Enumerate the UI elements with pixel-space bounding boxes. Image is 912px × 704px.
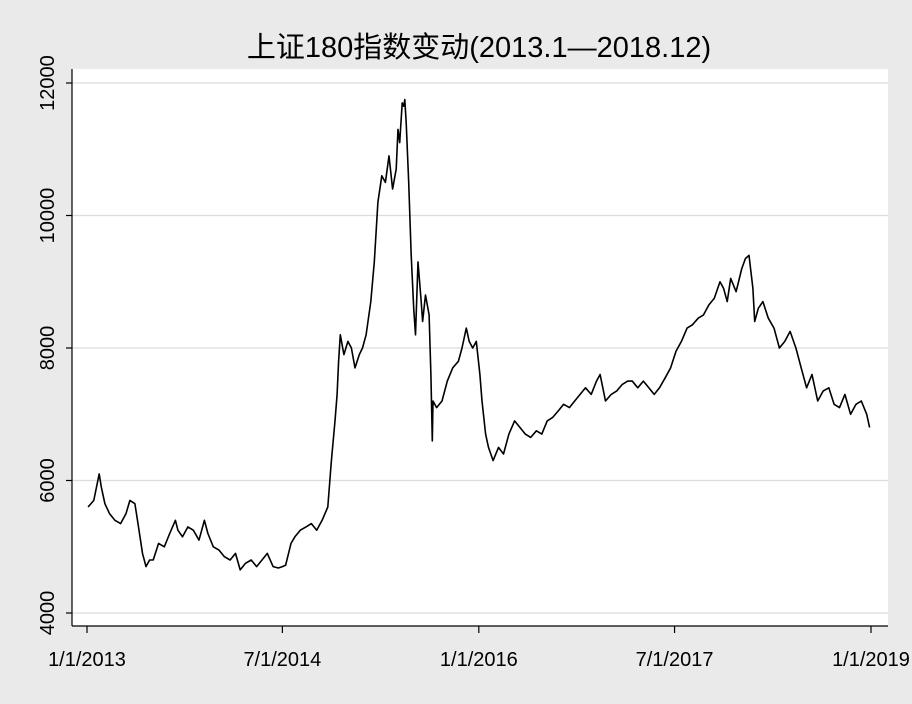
y-tick-label: 8000: [37, 326, 59, 371]
chart-title: 上证180指数变动(2013.1—2018.12): [247, 31, 711, 64]
x-tick-label: 1/1/2019: [832, 649, 910, 671]
series-line-0: [87, 98, 871, 571]
y-tick-label: 12000: [37, 55, 59, 111]
grid-lines: [72, 82, 888, 614]
series-layer: [87, 98, 871, 571]
y-tick-label: 6000: [37, 458, 59, 503]
x-axis-ticks: 1/1/2013 7/1/2014 1/1/2016 7/1/2017 1/1/2019: [48, 626, 910, 671]
x-tick-label: 7/1/2014: [243, 649, 321, 671]
x-tick-label: 7/1/2017: [636, 649, 714, 671]
x-tick-label: 1/1/2013: [48, 649, 126, 671]
y-axis-ticks: 4000 6000 8000 10000 12000: [37, 55, 72, 635]
y-tick-label: 4000: [37, 591, 59, 636]
x-tick-label: 1/1/2016: [440, 649, 518, 671]
y-tick-label: 10000: [37, 188, 59, 244]
